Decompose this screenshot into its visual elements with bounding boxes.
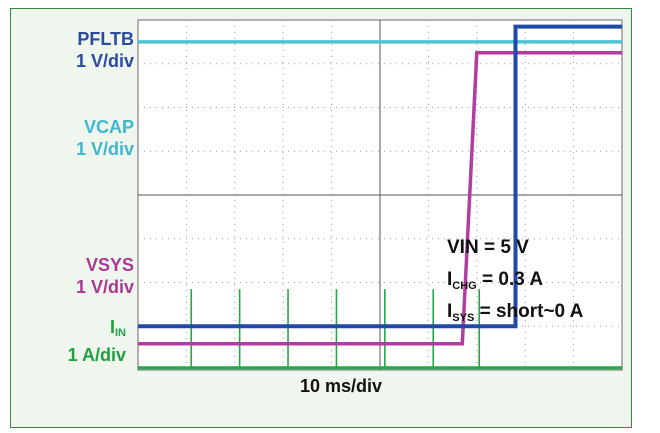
label-vcap: VCAP 1 V/div bbox=[75, 117, 134, 159]
trace-pfltb bbox=[138, 24, 622, 329]
trace-vsys bbox=[138, 51, 622, 346]
x-axis-label: 10 ms/div bbox=[300, 376, 383, 396]
annotation-ichg: ICHG = 0.3 A bbox=[447, 269, 544, 292]
label-iin: IIN 1 A/div bbox=[67, 317, 126, 365]
annotation-vin: VIN = 5 V bbox=[447, 237, 529, 258]
label-vsys: VSYS 1 V/div bbox=[75, 255, 134, 297]
annotation-isys: ISYS = short~0 A bbox=[447, 301, 584, 324]
label-pfltb: PFLTB 1 V/div bbox=[75, 29, 134, 71]
